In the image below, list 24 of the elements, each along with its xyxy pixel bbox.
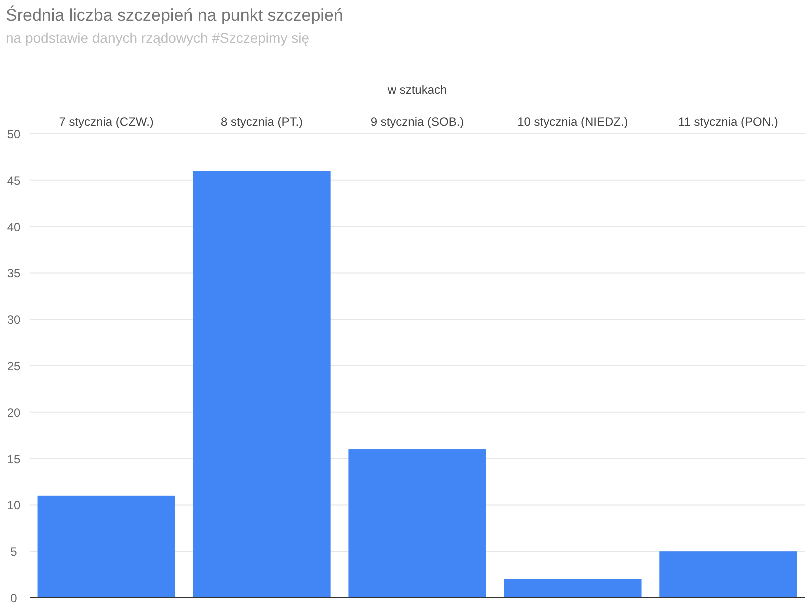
bar [348,450,486,598]
y-tick-label: 30 [7,313,21,328]
y-tick-label: 0 [10,592,18,606]
chart-title: Średnia liczba szczepień na punkt szczepień [6,5,344,25]
y-tick-label: 40 [7,220,21,234]
bar [193,171,331,598]
y-tick-label: 10 [7,498,21,513]
x-axis-title: w sztukach [386,83,448,97]
x-tick-label: 10 stycznia (NIEDZ.) [518,115,628,129]
y-tick-label: 35 [7,266,21,281]
x-tick-label: 7 stycznia (CZW.) [59,115,154,129]
y-tick-label: 45 [7,174,21,188]
chart-subtitle: na podstawie danych rządowych #Szczepimy się [6,30,310,46]
y-tick-label: 50 [7,128,21,142]
bar [660,552,798,598]
bar [38,496,176,598]
y-tick-label: 15 [7,452,21,466]
x-tick-label: 9 stycznia (SOB.) [370,115,464,129]
y-tick-label: 5 [10,545,18,560]
y-tick-label: 20 [7,406,21,420]
bar [504,579,642,598]
x-tick-label: 8 stycznia (PT.) [221,115,304,129]
y-tick-label: 25 [7,360,21,374]
x-tick-label: 11 stycznia (PON.) [678,115,778,129]
